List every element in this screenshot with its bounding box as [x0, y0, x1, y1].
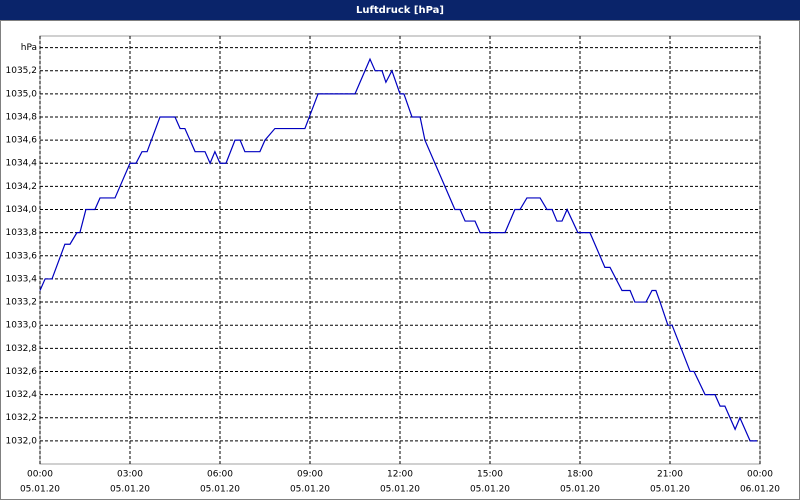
y-tick-label: 1032,6	[6, 367, 38, 377]
x-tick-date: 05.01.20	[650, 485, 690, 495]
x-tick-date: 05.01.20	[290, 485, 330, 495]
line-series	[39, 57, 757, 442]
y-tick-label: 1034,0	[6, 205, 38, 215]
y-tick-label: 1032,4	[6, 390, 38, 400]
y-tick-label: 1033,6	[6, 251, 38, 261]
x-tick-label: 06:00	[207, 470, 233, 480]
y-tick-label: 1032,0	[6, 436, 38, 446]
x-tick-label: 00:00	[27, 470, 53, 480]
title-bar	[0, 0, 800, 20]
y-tick-label: hPa	[21, 43, 37, 53]
y-tick-label: 1034,8	[6, 112, 38, 122]
x-tick-date: 05.01.20	[470, 485, 510, 495]
x-tick-date: 05.01.20	[200, 485, 240, 495]
x-tick-label: 03:00	[117, 470, 143, 480]
y-tick-label: 1033,8	[6, 228, 38, 238]
y-tick-label: 1033,4	[6, 274, 38, 284]
y-tick-label: 1034,6	[6, 136, 38, 146]
x-tick-date: 05.01.20	[110, 485, 150, 495]
x-tick-label: 18:00	[567, 470, 593, 480]
y-tick-label: 1034,2	[6, 182, 38, 192]
y-tick-label: 1034,4	[6, 159, 38, 169]
x-tick-date: 05.01.20	[380, 485, 420, 495]
y-tick-label: 1035,2	[6, 66, 38, 76]
chart-title: Luftdruck [hPa]	[356, 5, 444, 16]
y-tick-label: 1032,2	[6, 413, 38, 423]
x-tick-date: 05.01.20	[560, 485, 600, 495]
x-tick-date: 05.01.20	[20, 485, 60, 495]
x-tick-label: 15:00	[477, 470, 503, 480]
y-tick-label: 1035,0	[6, 89, 38, 99]
x-tick-label: 12:00	[387, 470, 413, 480]
x-tick-date: 06.01.20	[740, 485, 780, 495]
y-tick-label: 1032,8	[6, 344, 38, 354]
x-tick-label: 21:00	[657, 470, 683, 480]
y-tick-label: 1033,2	[6, 298, 38, 308]
plot-area	[39, 35, 761, 465]
x-tick-label: 00:00	[747, 470, 773, 480]
x-tick-label: 09:00	[297, 470, 323, 480]
y-tick-label: 1033,0	[6, 321, 38, 331]
